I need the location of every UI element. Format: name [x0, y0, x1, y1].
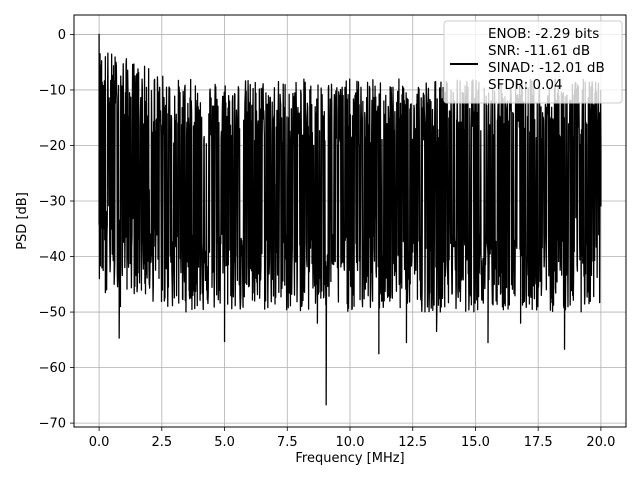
y-tick-label: −30 — [39, 195, 66, 210]
x-tick-label: 2.5 — [151, 435, 172, 450]
x-axis-label: Frequency [MHz] — [295, 451, 404, 466]
x-tick-label: 20.0 — [586, 435, 615, 450]
y-tick-label: −70 — [39, 417, 66, 432]
x-tick-label: 10.0 — [336, 435, 365, 450]
legend-line: ENOB: -2.29 bits — [488, 26, 599, 42]
y-tick-label: −10 — [39, 83, 66, 98]
x-tick-label: 15.0 — [461, 435, 490, 450]
y-tick-label: −40 — [39, 250, 66, 265]
y-axis-ticks: 0 −10 −20 −30 −40 −50 −60 −70 — [39, 28, 74, 432]
y-tick-label: −20 — [39, 139, 66, 154]
legend-line: SINAD: -12.01 dB — [488, 60, 605, 76]
x-tick-label: 12.5 — [398, 435, 427, 450]
x-tick-label: 5.0 — [214, 435, 235, 450]
x-tick-label: 7.5 — [277, 435, 298, 450]
x-tick-label: 0.0 — [89, 435, 110, 450]
y-tick-label: 0 — [58, 28, 66, 43]
data-layer — [98, 33, 602, 406]
psd-series-line — [98, 33, 602, 406]
y-tick-label: −50 — [39, 306, 66, 321]
y-axis-label: PSD [dB] — [15, 192, 30, 250]
legend-box — [443, 20, 623, 104]
legend: ENOB: -2.29 bits SNR: -11.61 dB SINAD: -12… — [443, 20, 623, 104]
legend-line: SFDR: 0.04 — [488, 77, 563, 93]
x-tick-label: 17.5 — [524, 435, 553, 450]
x-axis-ticks: 0.0 2.5 5.0 7.5 10.0 12.5 15.0 17.5 20.0 — [89, 427, 615, 450]
y-tick-label: −60 — [39, 361, 66, 376]
legend-line: SNR: -11.61 dB — [488, 43, 590, 59]
legend-entry: ENOB: -2.29 bits SNR: -11.61 dB SINAD: -12… — [488, 26, 605, 93]
